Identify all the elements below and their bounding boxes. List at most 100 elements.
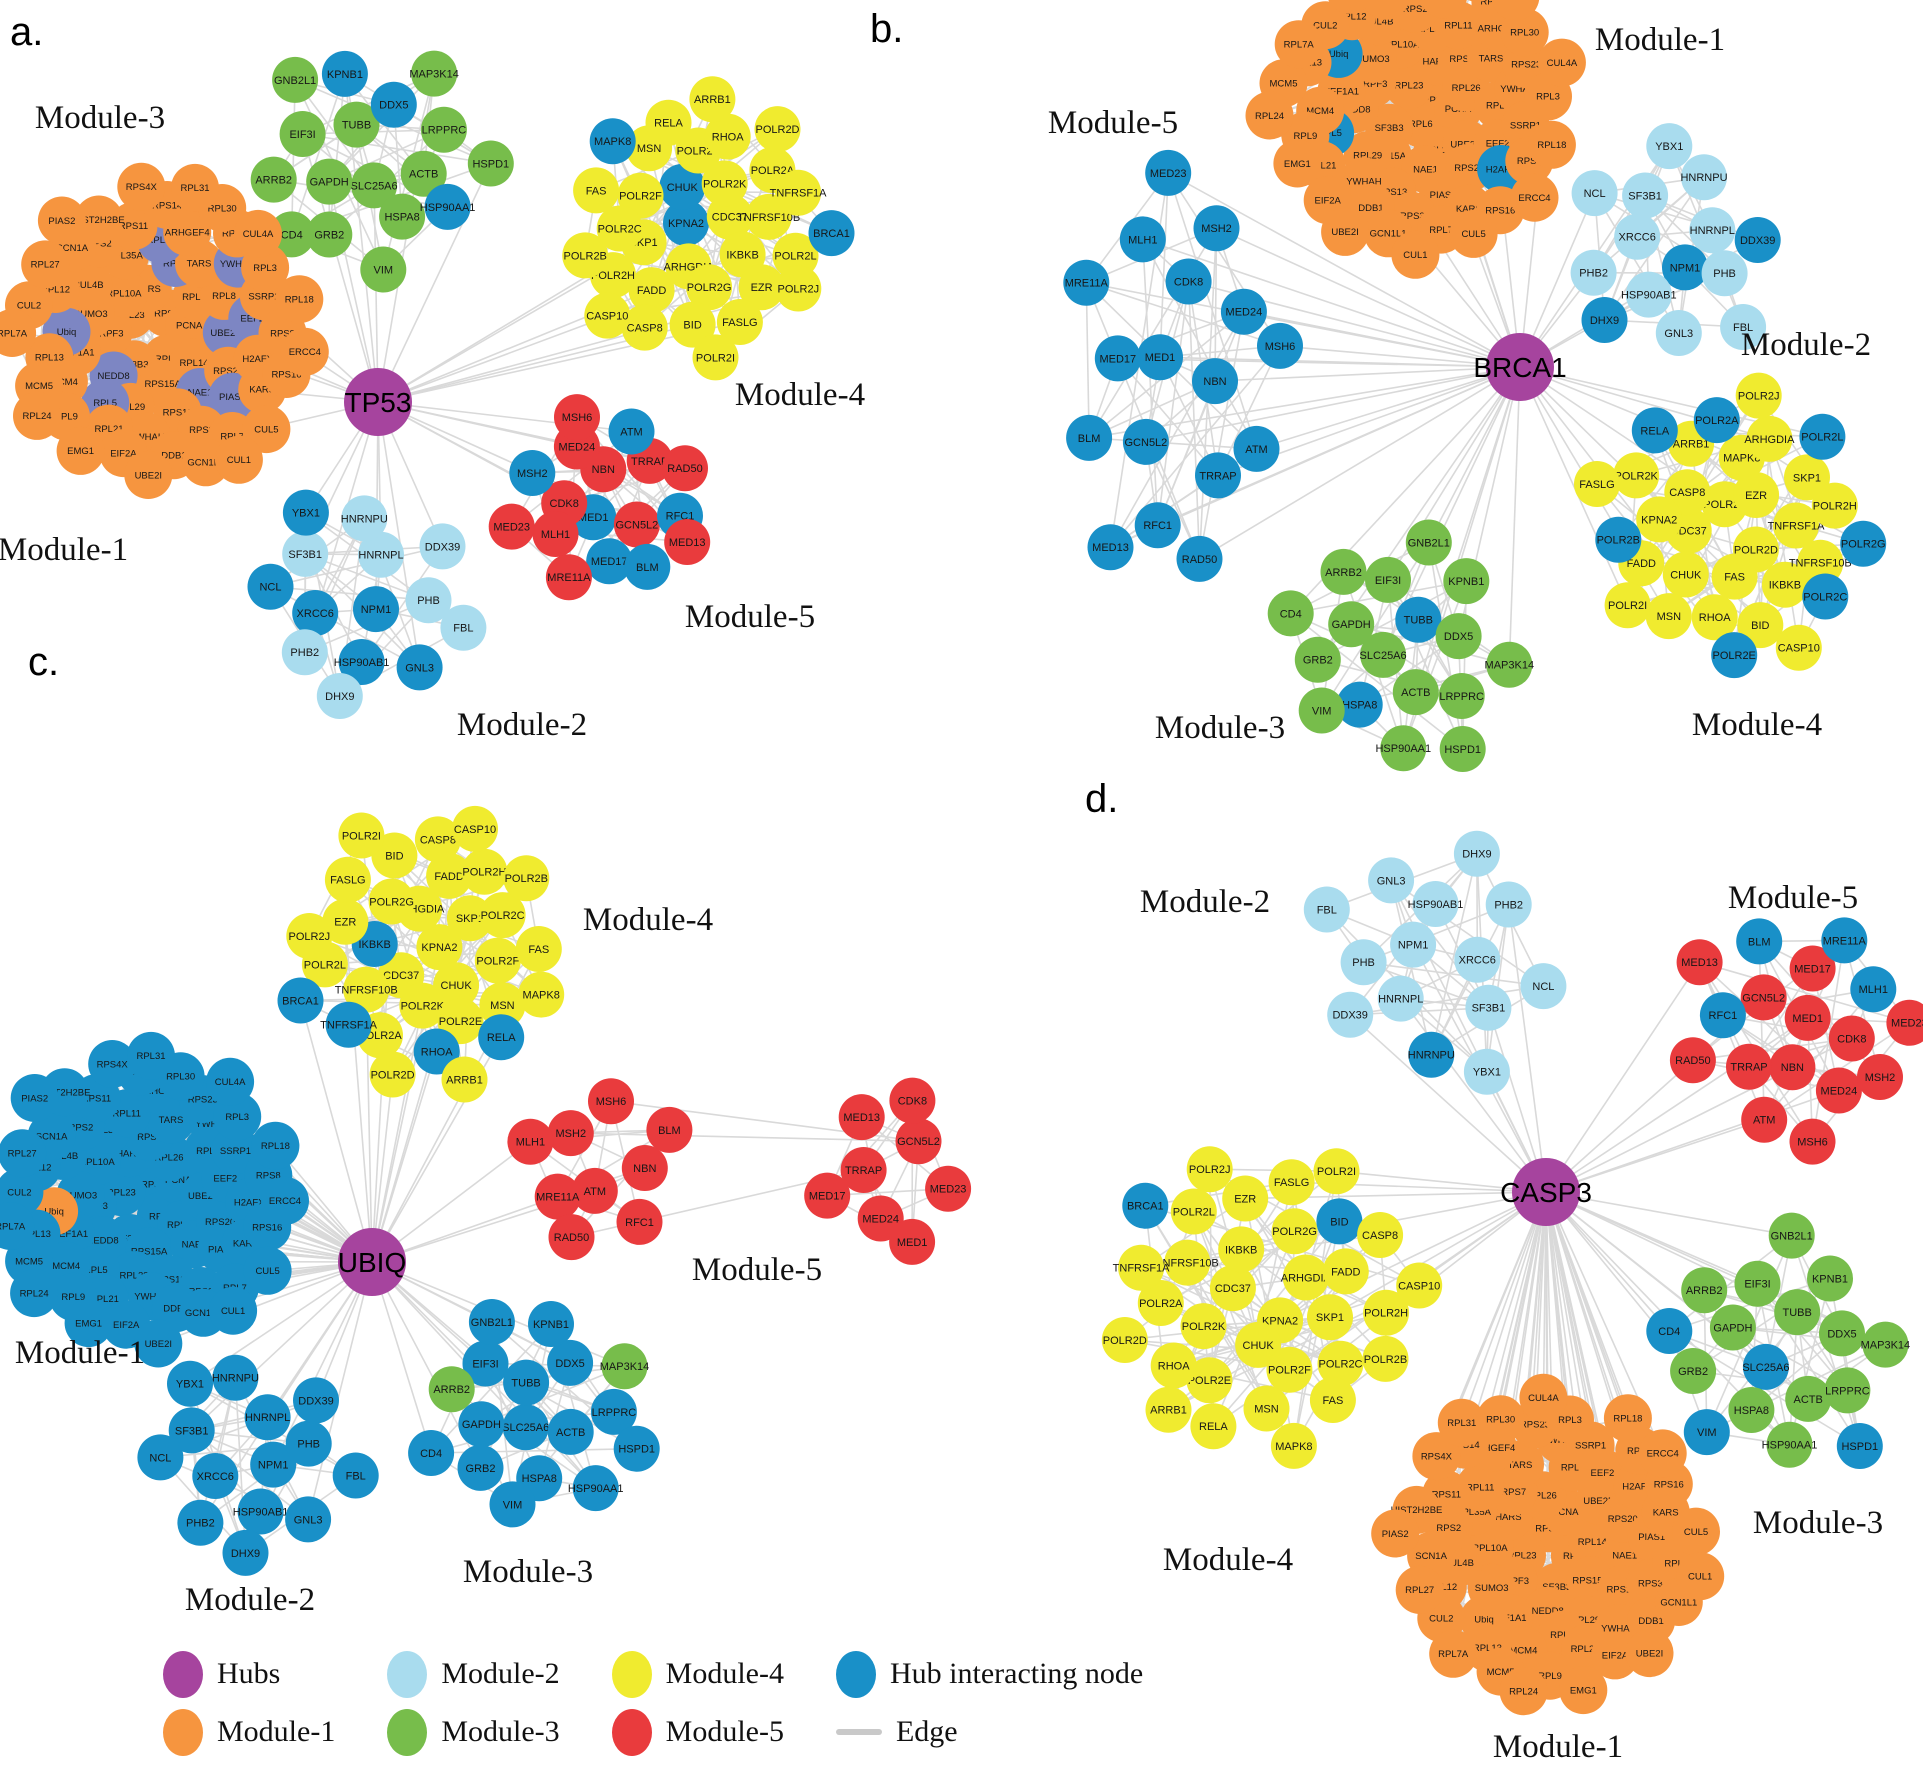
node-MED23[interactable]: MED23 (1145, 149, 1192, 196)
node-TUBB[interactable]: TUBB (1395, 596, 1442, 643)
node-FASLG[interactable]: FASLG (1268, 1159, 1315, 1206)
node-RPL18[interactable]: RPL18 (251, 1121, 300, 1170)
node-TNFRSF10B[interactable]: TNFRSF10B (1156, 1239, 1219, 1286)
node-POLR2A[interactable]: POLR2A (1693, 397, 1740, 444)
node-MSH6[interactable]: MSH6 (1257, 322, 1303, 369)
node-MED23[interactable]: MED23 (1886, 999, 1923, 1046)
node-RPL30[interactable]: RPL30 (1476, 1395, 1525, 1444)
node-RPL18[interactable]: RPL18 (1603, 1394, 1652, 1443)
node-FADD[interactable]: FADD (628, 267, 675, 314)
node-POLR2I[interactable]: POLR2I (1604, 582, 1651, 629)
node-TRRAP[interactable]: TRRAP (1726, 1043, 1772, 1090)
node-NPM1[interactable]: NPM1 (1662, 244, 1708, 291)
node-RAD50[interactable]: RAD50 (662, 445, 708, 492)
node-MSH6[interactable]: MSH6 (554, 394, 600, 441)
node-MED13[interactable]: MED13 (1087, 524, 1134, 571)
node-RPS4X[interactable]: RPS4X (1412, 1432, 1461, 1481)
node-MED1[interactable]: MED1 (889, 1218, 936, 1265)
node-RAD50[interactable]: RAD50 (1669, 1037, 1716, 1084)
node-VIM[interactable]: VIM (360, 246, 407, 293)
node-RPS4X[interactable]: RPS4X (1453, 0, 1501, 2)
node-HSPA8[interactable]: HSPA8 (379, 193, 426, 240)
node-POLR2I[interactable]: POLR2I (692, 334, 739, 381)
node-UBE2I[interactable]: UBE2I (124, 451, 173, 499)
node-POLR2H[interactable]: POLR2H (1811, 482, 1858, 529)
node-HNRNPU[interactable]: HNRNPU (1408, 1031, 1455, 1078)
node-MAPK8[interactable]: MAPK8 (589, 118, 636, 165)
node-CD4[interactable]: CD4 (408, 1430, 455, 1476)
node-HNRNPL[interactable]: HNRNPL (358, 531, 404, 578)
node-HSPD1[interactable]: HSPD1 (1836, 1423, 1883, 1469)
node-TRRAP[interactable]: TRRAP (1195, 452, 1241, 499)
node-MSH2[interactable]: MSH2 (1857, 1054, 1903, 1100)
node-FAS[interactable]: FAS (573, 167, 620, 214)
node-MLH1[interactable]: MLH1 (1850, 966, 1897, 1013)
node-BRCA1[interactable]: BRCA1 (1122, 1182, 1169, 1229)
node-YBX1[interactable]: YBX1 (1463, 1048, 1510, 1095)
node-POLR2I[interactable]: POLR2I (1313, 1148, 1360, 1195)
node-EIF3I[interactable]: EIF3I (279, 111, 326, 157)
node-CDC37[interactable]: CDC37 (1209, 1265, 1256, 1312)
node-MED24[interactable]: MED24 (1815, 1067, 1862, 1114)
node-GRB2[interactable]: GRB2 (306, 211, 353, 258)
node-MAP3K14[interactable]: MAP3K14 (1861, 1321, 1911, 1368)
node-GAPDH[interactable]: GAPDH (458, 1401, 505, 1448)
node-ARHGDIA[interactable]: ARHGDIA (1281, 1254, 1332, 1301)
node-POLR2L[interactable]: POLR2L (1170, 1188, 1217, 1235)
node-EMG1[interactable]: EMG1 (1273, 139, 1322, 188)
node-EMG1[interactable]: EMG1 (56, 426, 105, 475)
node-CUL5[interactable]: CUL5 (1449, 209, 1498, 258)
node-GRB2[interactable]: GRB2 (457, 1444, 504, 1491)
node-CUL5[interactable]: CUL5 (242, 405, 291, 454)
node-TNFRSF1A[interactable]: TNFRSF1A (1768, 502, 1826, 549)
node-POLR2E[interactable]: POLR2E (1186, 1357, 1233, 1404)
node-POLR2D[interactable]: POLR2D (754, 106, 801, 153)
node-EIF3I[interactable]: EIF3I (1365, 556, 1411, 603)
node-BRCA1[interactable]: BRCA1 (808, 210, 855, 257)
node-BLM[interactable]: BLM (1736, 918, 1783, 965)
node-DDX5[interactable]: DDX5 (370, 81, 417, 128)
node-RPL24[interactable]: RPL24 (1499, 1667, 1548, 1716)
node-ERCC4[interactable]: ERCC4 (261, 1176, 309, 1225)
node-MSN[interactable]: MSN (1243, 1385, 1290, 1432)
node-GNL3[interactable]: GNL3 (285, 1496, 332, 1543)
node-SLC25A6[interactable]: SLC25A6 (351, 162, 398, 209)
node-RPL24[interactable]: RPL24 (10, 1269, 59, 1318)
node-FASLG[interactable]: FASLG (324, 856, 371, 903)
node-HSP90AB1[interactable]: HSP90AB1 (1408, 881, 1464, 927)
node-CHUK[interactable]: CHUK (659, 163, 706, 210)
node-RFC1[interactable]: RFC1 (616, 1198, 663, 1245)
node-KPNB1[interactable]: KPNB1 (528, 1301, 574, 1347)
node-POLR2K[interactable]: POLR2K (1180, 1303, 1227, 1350)
node-ACTB[interactable]: ACTB (400, 150, 447, 197)
node-HSP90AA1[interactable]: HSP90AA1 (568, 1465, 624, 1512)
node-CUL4A[interactable]: CUL4A (206, 1057, 255, 1106)
node-GRB2[interactable]: GRB2 (1294, 636, 1341, 683)
node-HSP90AB1[interactable]: HSP90AB1 (334, 639, 390, 685)
node-CASP10[interactable]: CASP10 (584, 292, 631, 339)
node-TUBB[interactable]: TUBB (333, 101, 380, 148)
node-SLC25A6[interactable]: SLC25A6 (1742, 1343, 1789, 1390)
node-RELA[interactable]: RELA (478, 1014, 525, 1061)
node-RFC1[interactable]: RFC1 (1699, 992, 1746, 1039)
node-FADD[interactable]: FADD (1322, 1248, 1369, 1295)
node-POLR2J[interactable]: POLR2J (775, 265, 822, 312)
node-PHB2[interactable]: PHB2 (177, 1499, 224, 1546)
node-HNRNPU[interactable]: HNRNPU (341, 495, 388, 542)
node-PHB[interactable]: PHB (1701, 250, 1748, 297)
node-CUL4A[interactable]: CUL4A (1537, 38, 1586, 87)
node-GNB2L1[interactable]: GNB2L1 (468, 1299, 515, 1345)
node-RFC1[interactable]: RFC1 (1134, 502, 1181, 549)
node-HNRNPU[interactable]: HNRNPU (1680, 154, 1728, 201)
node-NBN[interactable]: NBN (621, 1145, 668, 1191)
node-HSPA8[interactable]: HSPA8 (1336, 681, 1383, 728)
node-POLR2G[interactable]: POLR2G (1271, 1208, 1318, 1255)
node-VIM[interactable]: VIM (1683, 1409, 1730, 1456)
node-SF3B1[interactable]: SF3B1 (1622, 172, 1669, 219)
node-RPL18[interactable]: RPL18 (1527, 120, 1576, 169)
node-BID[interactable]: BID (371, 832, 418, 879)
node-SLC25A6[interactable]: SLC25A6 (1360, 631, 1407, 678)
node-GNB2L1[interactable]: GNB2L1 (272, 56, 319, 103)
node-FBL[interactable]: FBL (440, 604, 487, 651)
node-CUL4A[interactable]: CUL4A (234, 209, 282, 258)
